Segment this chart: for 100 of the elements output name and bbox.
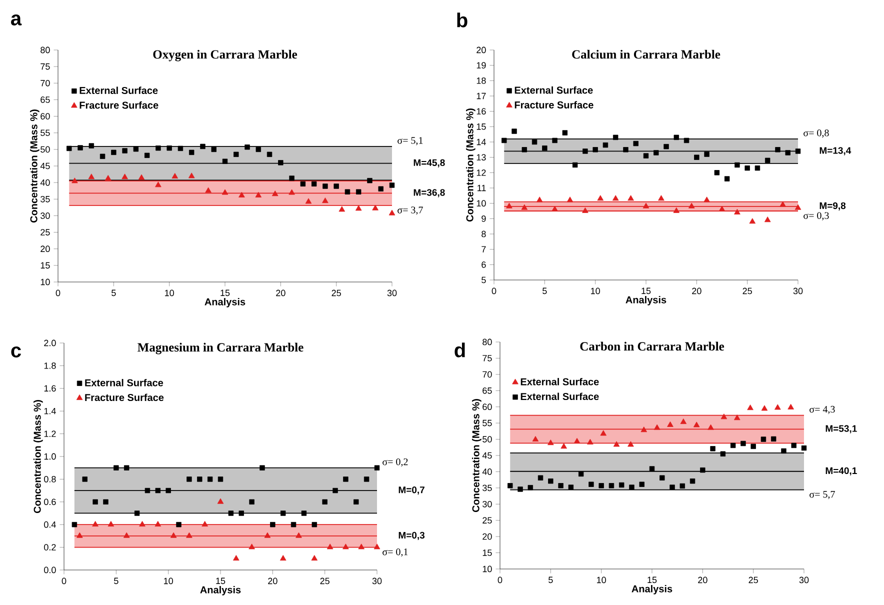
point xyxy=(720,451,726,456)
point xyxy=(374,544,380,550)
y-tick-label: 6 xyxy=(482,261,486,268)
point xyxy=(775,147,780,152)
point xyxy=(200,144,206,150)
y-tick-label: 40 xyxy=(482,468,492,475)
x-tick-label: 25 xyxy=(320,578,330,584)
y-tick-label: 2.0 xyxy=(44,340,56,346)
x-tick-label: 10 xyxy=(165,290,174,296)
ref-line-label: M=13,4 xyxy=(820,147,852,156)
ref-line-label: M=0,7 xyxy=(398,486,424,495)
x-tick-label: 30 xyxy=(387,290,397,296)
point xyxy=(724,176,730,182)
x-axis-title: Analysis xyxy=(626,296,666,306)
point xyxy=(205,187,212,193)
y-tick-label: 5 xyxy=(482,276,486,284)
point xyxy=(233,555,240,561)
point xyxy=(139,520,146,526)
point xyxy=(92,499,98,504)
point xyxy=(639,482,644,487)
x-tick-label: 25 xyxy=(748,576,758,584)
point xyxy=(103,499,108,504)
point xyxy=(88,174,95,180)
point xyxy=(542,146,548,151)
y-tick-label: 15 xyxy=(40,262,50,269)
y-tick-label: 45 xyxy=(482,452,492,459)
point xyxy=(338,206,346,212)
point xyxy=(166,488,171,494)
y-axis-title: Concentration (Mass %) xyxy=(30,110,40,223)
point xyxy=(673,207,680,213)
point xyxy=(311,555,318,561)
point xyxy=(238,192,245,198)
point xyxy=(322,184,328,189)
y-tick-label: 55 xyxy=(40,130,50,136)
point xyxy=(78,145,83,150)
x-tick-label: 20 xyxy=(698,576,708,584)
point xyxy=(658,195,664,201)
point xyxy=(781,448,786,454)
legend-label: External Surface xyxy=(85,378,164,386)
y-tick-label: 15 xyxy=(482,550,492,556)
x-tick-label: 10 xyxy=(597,576,606,584)
ref-line-label: M=53,1 xyxy=(826,425,857,434)
y-tick-label: 70 xyxy=(40,80,50,86)
point xyxy=(587,438,594,444)
point xyxy=(178,146,184,152)
point xyxy=(166,145,172,151)
legend-label: External Surface xyxy=(514,86,593,94)
y-tick-label: 10 xyxy=(40,278,50,286)
point xyxy=(704,196,710,202)
point xyxy=(344,189,350,194)
x-tick-label: 5 xyxy=(112,290,116,296)
y-tick-label: 50 xyxy=(40,146,50,153)
point xyxy=(518,486,523,492)
point xyxy=(714,170,720,176)
point xyxy=(578,471,584,477)
point xyxy=(248,544,255,550)
point xyxy=(588,482,594,487)
y-tick-label: 11 xyxy=(478,184,486,192)
point xyxy=(367,178,372,184)
point xyxy=(560,443,567,449)
legend-label: External Surface xyxy=(520,378,599,386)
point xyxy=(144,488,150,494)
chart-title: Carbon in Carrara Marble xyxy=(580,342,724,351)
point xyxy=(704,152,710,157)
point xyxy=(640,426,648,432)
point xyxy=(133,146,139,152)
point xyxy=(356,189,362,194)
point xyxy=(312,522,318,528)
point xyxy=(761,405,768,411)
point xyxy=(619,482,624,488)
point xyxy=(642,202,650,208)
point xyxy=(608,483,614,488)
point xyxy=(764,216,771,222)
y-tick-label: 1.4 xyxy=(44,408,56,414)
point xyxy=(801,445,807,451)
point xyxy=(522,147,528,152)
y-tick-label: 15 xyxy=(476,124,486,130)
point xyxy=(764,158,770,163)
ref-line-label: M=40,1 xyxy=(826,467,857,476)
point xyxy=(222,158,228,164)
point xyxy=(122,174,128,180)
point xyxy=(794,204,802,210)
point xyxy=(502,138,507,144)
point xyxy=(207,476,213,482)
x-tick-label: 20 xyxy=(276,290,286,296)
point xyxy=(108,520,114,526)
point xyxy=(780,201,786,207)
x-tick-label: 0 xyxy=(62,578,66,584)
band-label: σ= 5,1 xyxy=(398,137,423,146)
x-tick-label: 25 xyxy=(332,290,341,296)
point xyxy=(532,139,538,145)
point xyxy=(228,510,234,516)
y-tick-label: 65 xyxy=(40,96,50,103)
y-tick-label: 60 xyxy=(482,404,492,410)
y-tick-label: 14 xyxy=(476,138,486,146)
point xyxy=(649,466,655,472)
point xyxy=(582,148,588,154)
point xyxy=(217,498,224,504)
point xyxy=(562,130,568,136)
ref-line-label: M=9,8 xyxy=(820,202,846,210)
